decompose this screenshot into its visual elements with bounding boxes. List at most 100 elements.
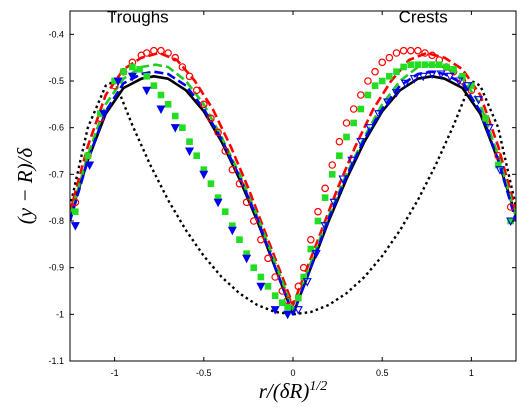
data-point <box>227 226 237 236</box>
data-point <box>242 198 251 207</box>
series-line-3 <box>70 63 516 312</box>
data-point <box>494 161 502 169</box>
data-point <box>459 73 466 80</box>
data-point <box>311 250 321 259</box>
data-point <box>338 175 348 184</box>
data-point <box>342 119 351 127</box>
x-tick-label: -1 <box>111 368 119 378</box>
data-point <box>150 46 158 55</box>
data-point <box>99 110 109 119</box>
data-point <box>436 70 446 79</box>
data-point <box>178 63 187 71</box>
x-tick-label: 0 <box>290 368 295 378</box>
data-point <box>364 91 372 99</box>
data-point <box>250 264 258 271</box>
data-point <box>207 114 215 123</box>
data-point <box>428 61 436 68</box>
data-point <box>120 68 127 75</box>
data-point <box>399 46 408 55</box>
series-markers-6 <box>72 61 514 311</box>
data-point <box>328 171 336 178</box>
data-point <box>378 77 386 85</box>
y-tick-label: -0.5 <box>48 76 64 86</box>
data-point <box>454 77 464 86</box>
data-point <box>236 236 243 243</box>
data-point <box>495 166 505 175</box>
data-point <box>450 66 457 73</box>
data-point <box>299 263 308 272</box>
series-markers-7 <box>70 72 293 320</box>
data-point <box>414 61 422 68</box>
data-point <box>393 68 400 75</box>
data-point <box>129 63 136 71</box>
y-tick-label: -0.8 <box>48 216 64 226</box>
data-point <box>371 82 379 89</box>
data-point <box>264 254 272 263</box>
data-point <box>71 198 80 207</box>
data-point <box>270 306 280 315</box>
y-tick-label: -0.6 <box>48 123 64 133</box>
data-point <box>427 70 437 79</box>
data-point <box>400 79 410 89</box>
data-point <box>113 77 123 86</box>
data-point <box>409 75 419 84</box>
data-point <box>383 98 393 107</box>
data-point <box>278 299 286 306</box>
data-point <box>193 152 200 159</box>
data-point <box>186 138 193 145</box>
data-point <box>343 133 350 141</box>
data-point <box>463 82 473 91</box>
data-point <box>391 89 401 98</box>
data-point <box>85 161 95 170</box>
data-point <box>170 124 180 133</box>
x-axis-label: r/(δR)1/2 <box>259 379 327 403</box>
data-point <box>164 49 172 57</box>
data-point <box>474 96 484 105</box>
data-point <box>256 282 266 292</box>
data-point <box>506 203 515 211</box>
data-point <box>418 72 428 82</box>
data-point <box>242 254 252 264</box>
data-point <box>157 46 165 55</box>
data-point <box>328 161 337 169</box>
data-point <box>293 306 303 315</box>
x-tick-label: -0.5 <box>196 368 212 378</box>
y-tick-label: -0.9 <box>48 263 64 273</box>
data-point <box>257 235 265 244</box>
data-point <box>300 273 308 281</box>
data-point <box>192 86 201 95</box>
plot-area <box>70 46 516 320</box>
series-line-0 <box>70 75 516 316</box>
data-point <box>307 245 315 253</box>
data-point <box>406 46 415 55</box>
data-point <box>357 105 365 113</box>
data-point <box>385 53 394 62</box>
data-point <box>221 208 229 215</box>
data-point <box>179 124 186 131</box>
data-point <box>349 105 358 113</box>
data-point <box>200 100 208 109</box>
data-point <box>378 58 387 67</box>
data-point <box>235 179 244 188</box>
data-point <box>421 49 429 57</box>
axis-ticks: -1 -0.5 0 0.5 1 -1.1 -1 -0.9 -0.8 -0.7 -0.6 -0.5 -0.… <box>48 11 516 378</box>
data-point <box>494 151 502 160</box>
data-point <box>336 152 343 159</box>
data-point <box>278 287 287 295</box>
data-point <box>364 77 372 85</box>
data-point <box>156 105 166 114</box>
data-point <box>257 273 265 281</box>
data-point <box>136 66 143 73</box>
data-point <box>185 72 194 81</box>
data-point <box>228 165 237 174</box>
data-point <box>127 72 137 82</box>
data-point <box>213 198 223 208</box>
data-point <box>142 86 152 96</box>
data-point <box>321 194 329 201</box>
data-point <box>400 63 407 71</box>
y-tick-label: -0.4 <box>48 29 64 39</box>
data-point <box>214 128 222 137</box>
data-point <box>356 138 366 147</box>
data-point <box>142 49 151 57</box>
series-markers-5 <box>71 46 515 305</box>
